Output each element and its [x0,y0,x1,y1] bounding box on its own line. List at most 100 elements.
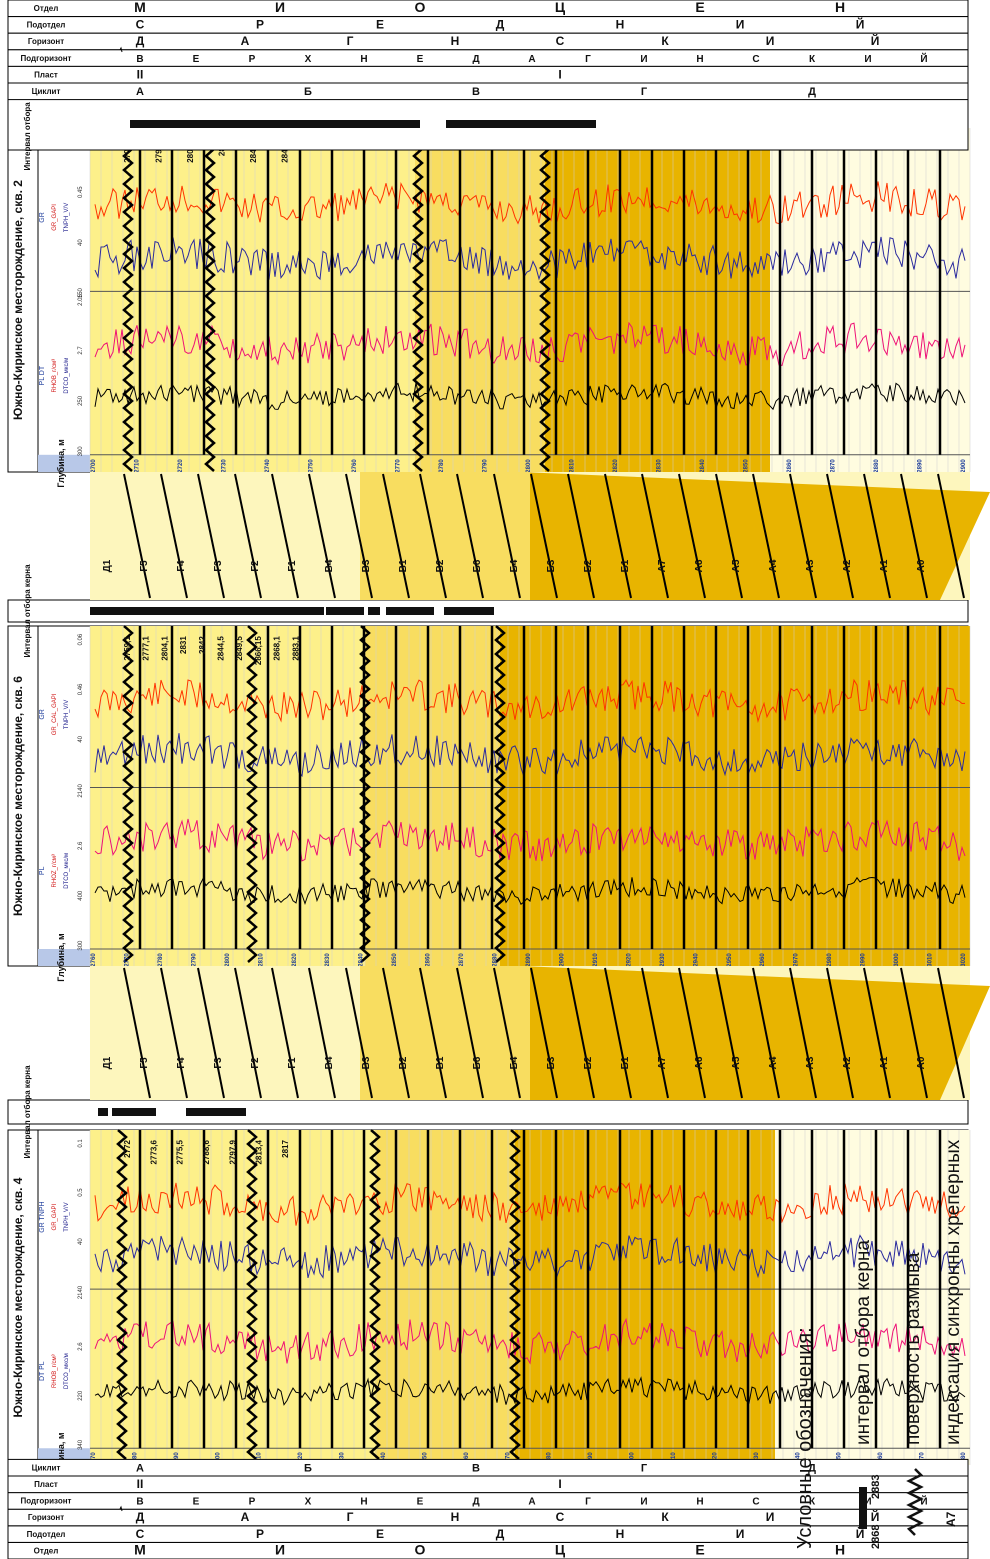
depth-tick: 2870 [831,459,837,473]
curve-name-1-right: RHOB_г/см³ [52,1354,58,1388]
depth-zone-1 [90,128,415,472]
strat-row-label: Отдел [34,4,59,13]
strat-letter: И [736,18,745,32]
depth-zone-1 [90,1130,375,1465]
marker-label: А2 [842,1056,853,1069]
correlation-line [160,967,188,1099]
tnph-curve [94,1234,966,1279]
gold-wedge [520,966,990,1100]
correlation-line [715,473,743,599]
depth-label: Глубина, м [56,933,66,982]
curve-name-1-left: GR_CAL_GAPI [52,693,58,735]
core-depth-label: 2788,6 [202,1139,211,1164]
strat-letter: И [275,0,285,15]
erosion-surface [122,625,134,963]
depth-zone-3 [500,626,970,966]
strat-letter: К [809,54,816,65]
correlation-line [234,967,262,1099]
erosion-surface [204,127,216,472]
strat-zigzag [119,1505,123,1512]
strat-letter: Е [695,0,704,15]
well-panel-3 [7,1129,971,1466]
depth-tick: 2800 [225,953,231,967]
curve-scale: 150 [78,287,84,298]
marker-label: В3 [361,559,372,572]
depth-tick: 2950 [727,953,733,967]
depth-tick: 2840 [359,953,365,967]
curve-scale: 220 [78,1390,84,1401]
depth-tick: 2930 [754,1452,760,1466]
marker-label: А5 [731,559,742,572]
correlation-line [715,967,743,1099]
marker-label: А5 [731,1056,742,1069]
depth-tick: 2710 [135,459,141,473]
correlation-line [419,473,447,599]
erosion-surface [369,1129,381,1460]
strat-letter: И [640,1497,647,1508]
strat-letter: II [137,67,144,81]
curve-scale: 0.1 [78,1139,84,1148]
strat-letter: Й [856,1526,865,1541]
correlation-zone [360,966,530,1100]
correlation-line [308,473,336,599]
gr-curve [94,678,966,723]
curve-scale: 2.7 [78,346,84,355]
correlation-line [567,473,595,599]
correlation-line [826,473,854,599]
depth-tick: 2850 [422,1452,428,1466]
marker-label: Б3 [546,1056,557,1069]
depth-tick: 3000 [894,953,900,967]
strat-letter: К [661,34,669,48]
correlation-line [678,967,706,1099]
curve-scale: 0.45 [78,186,84,198]
strat-letter: Г [347,1510,354,1524]
strat-row-cikl [7,82,969,101]
depth-tick: 2760 [91,953,97,967]
correlation-line [789,473,817,599]
curve-name-2-left: TNPH_V/V [64,1202,70,1231]
strat-row-cikl [7,1458,969,1477]
correlation-line [382,967,410,1099]
marker-label: Б1 [620,1056,631,1069]
strat-letter: А [241,1510,250,1524]
depth-tick: 2740 [265,459,271,473]
depth-tick: 2800 [215,1452,221,1466]
depth-tick: 2780 [132,1452,138,1466]
strat-letter: Н [360,1497,367,1508]
strat-row-label: Подгоризонт [21,1497,72,1506]
depth-tick: 2880 [874,459,880,473]
correlation-line [641,473,669,599]
depth-tick: 2990 [861,953,867,967]
depth-tick: 3010 [928,953,934,967]
correlation-zone [360,472,530,600]
marker-label: А3 [805,559,816,572]
erosion-surface [509,1129,521,1460]
strat-letter: Й [920,1495,927,1508]
strat-letter: О [415,1541,426,1557]
strat-letter: С [752,1497,759,1508]
correlation-line [456,967,484,1099]
core-interval-bar [186,1108,246,1116]
correlation-line [345,473,373,599]
depth-tick: 2900 [630,1452,636,1466]
gr-curve [94,181,966,225]
correlation-line [345,967,373,1099]
correlation-line [123,473,151,599]
marker-label: А4 [768,1056,779,1069]
depth-tick: 2870 [459,953,465,967]
depth-tick: 2760 [352,459,358,473]
marker-label: Д1 [102,1056,113,1069]
depth-tick: 2820 [613,459,619,473]
strat-letter: Г [585,54,591,65]
depth-tick: 2830 [340,1452,346,1466]
strat-letter: А [136,86,144,98]
strat-row-otdel [7,0,969,18]
strat-row-label: Подотдел [27,1530,66,1539]
core-depth-label: 2813,4 [255,1139,264,1164]
strat-letter: Й [871,1509,880,1524]
depth-tick: 2950 [837,1452,843,1466]
strat-letter: Р [249,1497,256,1508]
core-depth-label: 2777,1 [142,636,151,661]
strat-letter: Н [616,18,625,32]
core-interval-bar [148,607,236,615]
